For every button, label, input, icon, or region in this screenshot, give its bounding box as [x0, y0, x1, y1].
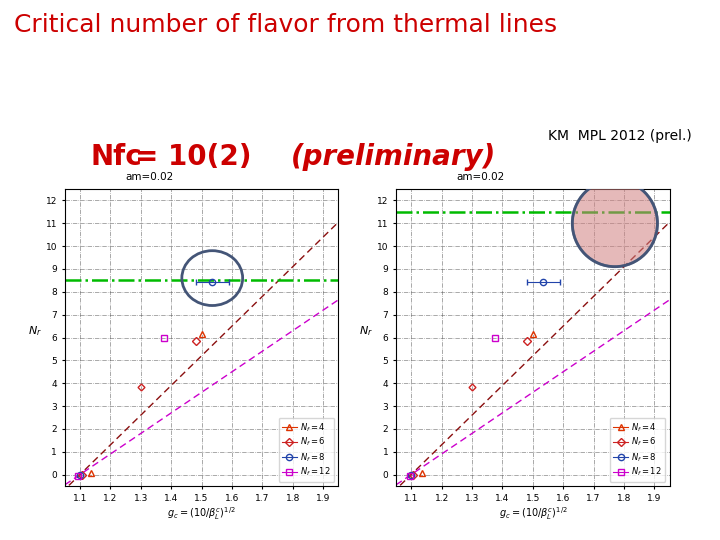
Legend: $N_f=4$, $N_f=6$, $N_f=8$, $N_f=12$: $N_f=4$, $N_f=6$, $N_f=8$, $N_f=12$: [279, 417, 334, 482]
Text: Nfc: Nfc: [91, 143, 142, 171]
Text: = 10(2): = 10(2): [135, 143, 252, 171]
Legend: $N_f=4$, $N_f=6$, $N_f=8$, $N_f=12$: $N_f=4$, $N_f=6$, $N_f=8$, $N_f=12$: [610, 417, 665, 482]
X-axis label: $g_c=(10/\beta_L^c)^{1/2}$: $g_c=(10/\beta_L^c)^{1/2}$: [167, 505, 236, 522]
Text: Critical number of flavor from thermal lines: Critical number of flavor from thermal l…: [14, 14, 557, 37]
Ellipse shape: [572, 180, 657, 267]
Text: am=0.02: am=0.02: [125, 172, 174, 181]
Y-axis label: $N_r$: $N_r$: [359, 323, 373, 338]
Text: KM  MPL 2012 (prel.): KM MPL 2012 (prel.): [548, 129, 692, 143]
Text: (preliminary): (preliminary): [291, 143, 496, 171]
X-axis label: $g_c=(10/\beta_L^c)^{1/2}$: $g_c=(10/\beta_L^c)^{1/2}$: [498, 505, 567, 522]
Text: am=0.02: am=0.02: [456, 172, 505, 181]
Y-axis label: $N_r$: $N_r$: [27, 323, 42, 338]
